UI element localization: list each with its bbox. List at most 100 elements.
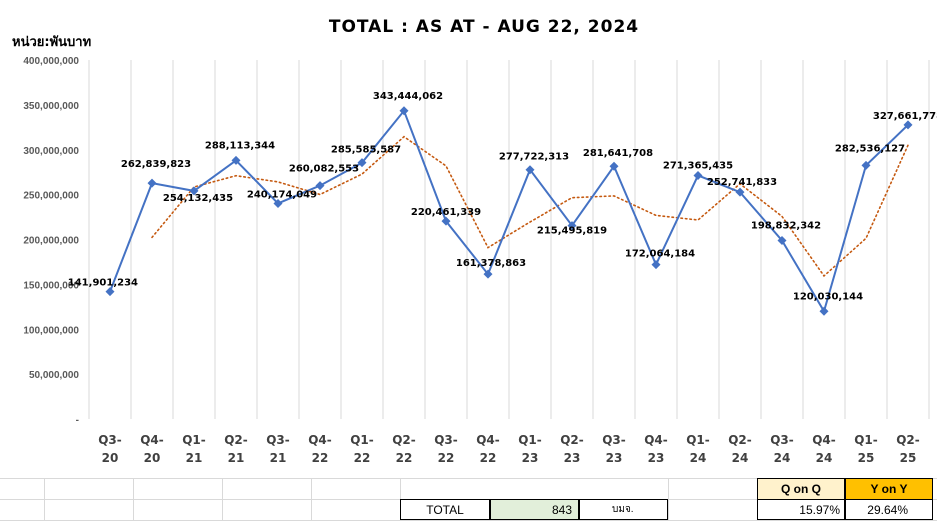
x-tick-label: 21 bbox=[270, 451, 287, 465]
main-series bbox=[105, 106, 913, 316]
vertical-gridlines bbox=[88, 60, 930, 419]
total-label-cell[interactable]: TOTAL bbox=[400, 499, 490, 520]
y-tick-label: 200,000,000 bbox=[23, 236, 79, 247]
trendline bbox=[151, 135, 909, 278]
x-tick-label: Q1- bbox=[686, 433, 710, 447]
q-on-q-header[interactable]: Q on Q bbox=[757, 478, 845, 500]
x-tick-label: 24 bbox=[774, 451, 791, 465]
x-tick-label: Q4- bbox=[644, 433, 668, 447]
y-tick-label: 300,000,000 bbox=[23, 146, 79, 157]
total-value-cell[interactable]: 843 bbox=[490, 499, 579, 520]
data-point-marker bbox=[441, 216, 451, 226]
x-tick-label: Q2- bbox=[392, 433, 416, 447]
data-label: 277,722,313 bbox=[499, 152, 569, 163]
x-tick-label: 21 bbox=[186, 451, 203, 465]
y-tick-label: 50,000,000 bbox=[29, 370, 79, 381]
data-label: 343,444,062 bbox=[373, 91, 443, 102]
x-tick-label: 25 bbox=[858, 451, 875, 465]
sheet-col-line bbox=[44, 478, 45, 521]
data-point-marker bbox=[399, 106, 409, 116]
data-label: 240,174,049 bbox=[247, 189, 317, 200]
x-tick-label: Q3- bbox=[98, 433, 122, 447]
data-point-marker bbox=[735, 187, 745, 197]
x-tick-label: 22 bbox=[438, 451, 455, 465]
x-axis-ticks: Q3- 20 Q4- 20 Q1- 21 Q2- 21 Q3- 21 Q4- 22 Q1- 22 Q2- 22… bbox=[98, 433, 920, 465]
data-point-marker bbox=[189, 186, 199, 196]
data-point-marker bbox=[483, 269, 493, 279]
data-labels: 141,901,234 262,839,823 254,132,435 288,113… bbox=[68, 91, 937, 303]
x-tick-label: 24 bbox=[816, 451, 833, 465]
x-tick-label: 23 bbox=[564, 451, 581, 465]
x-tick-label: Q4- bbox=[308, 433, 332, 447]
data-point-marker bbox=[819, 306, 829, 316]
y-axis-ticks: - 50,000,000 100,000,000 150,000,000 200,000… bbox=[23, 56, 79, 426]
sheet-col-line bbox=[133, 478, 134, 521]
data-point-marker bbox=[861, 160, 871, 170]
x-tick-label: Q1- bbox=[182, 433, 206, 447]
y-tick-label: 250,000,000 bbox=[23, 191, 79, 202]
data-label: 271,365,435 bbox=[663, 160, 733, 171]
sheet-row-line bbox=[0, 478, 937, 479]
x-tick-label: Q1- bbox=[350, 433, 374, 447]
x-tick-label: Q2- bbox=[728, 433, 752, 447]
data-label: 252,741,833 bbox=[707, 177, 777, 188]
data-point-marker bbox=[105, 287, 115, 297]
y-axis-unit-label: หน่วย:พันบาท bbox=[12, 35, 91, 50]
unit-abbrev-cell[interactable]: บมจ. bbox=[579, 499, 668, 520]
x-tick-label: Q2- bbox=[224, 433, 248, 447]
x-tick-label: 23 bbox=[648, 451, 665, 465]
data-point-marker bbox=[567, 221, 577, 231]
data-point-marker bbox=[273, 198, 283, 208]
y-on-y-header[interactable]: Y on Y bbox=[845, 478, 933, 500]
x-tick-label: 22 bbox=[480, 451, 497, 465]
x-tick-label: 21 bbox=[228, 451, 245, 465]
data-label: 285,585,587 bbox=[331, 145, 401, 156]
x-tick-label: Q1- bbox=[854, 433, 878, 447]
sheet-col-line bbox=[668, 478, 669, 521]
data-label: 281,641,708 bbox=[583, 148, 653, 159]
data-point-marker bbox=[651, 260, 661, 270]
x-tick-label: 20 bbox=[144, 451, 161, 465]
x-tick-label: 24 bbox=[732, 451, 749, 465]
data-label: 215,495,819 bbox=[537, 226, 607, 237]
data-label: 288,113,344 bbox=[205, 140, 275, 151]
x-tick-label: Q3- bbox=[602, 433, 626, 447]
data-label: 327,661,778 bbox=[873, 111, 937, 122]
x-tick-label: 22 bbox=[312, 451, 329, 465]
data-point-marker bbox=[357, 158, 367, 168]
data-point-marker bbox=[147, 178, 157, 188]
x-tick-label: 23 bbox=[522, 451, 539, 465]
data-label: 260,082,553 bbox=[289, 164, 359, 175]
data-point-marker bbox=[693, 170, 703, 180]
series-line bbox=[109, 108, 909, 314]
y-on-y-value[interactable]: 29.64% bbox=[845, 499, 933, 520]
data-point-marker bbox=[231, 155, 241, 165]
data-label: 120,030,144 bbox=[793, 291, 863, 302]
line-chart: TOTAL : AS AT - AUG 22, 2024 หน่วย:พันบา… bbox=[12, 17, 937, 465]
x-tick-label: Q2- bbox=[896, 433, 920, 447]
y-tick-label: 150,000,000 bbox=[23, 280, 79, 291]
x-tick-label: 22 bbox=[396, 451, 413, 465]
sheet-col-line bbox=[222, 478, 223, 521]
data-point-marker bbox=[903, 120, 913, 130]
x-tick-label: Q4- bbox=[476, 433, 500, 447]
data-label: 254,132,435 bbox=[163, 193, 233, 204]
spreadsheet-strip: Q on Q Y on Y TOTAL 843 บมจ. 15.97% 29.6… bbox=[0, 478, 937, 521]
data-point-marker bbox=[315, 181, 325, 191]
data-point-marker bbox=[777, 236, 787, 246]
x-tick-label: 23 bbox=[606, 451, 623, 465]
data-label: 198,832,342 bbox=[751, 221, 821, 232]
x-tick-label: Q3- bbox=[770, 433, 794, 447]
x-tick-label: 20 bbox=[102, 451, 119, 465]
x-tick-label: Q2- bbox=[560, 433, 584, 447]
x-tick-label: Q4- bbox=[812, 433, 836, 447]
y-tick-label: 350,000,000 bbox=[23, 101, 79, 112]
data-label: 262,839,823 bbox=[121, 159, 191, 170]
data-label: 161,378,863 bbox=[456, 258, 526, 269]
x-tick-label: 25 bbox=[900, 451, 917, 465]
x-tick-label: 22 bbox=[354, 451, 371, 465]
data-label: 172,064,184 bbox=[625, 249, 695, 260]
q-on-q-value[interactable]: 15.97% bbox=[757, 499, 845, 520]
y-tick-label: - bbox=[76, 415, 79, 426]
sheet-col-line bbox=[311, 478, 312, 521]
